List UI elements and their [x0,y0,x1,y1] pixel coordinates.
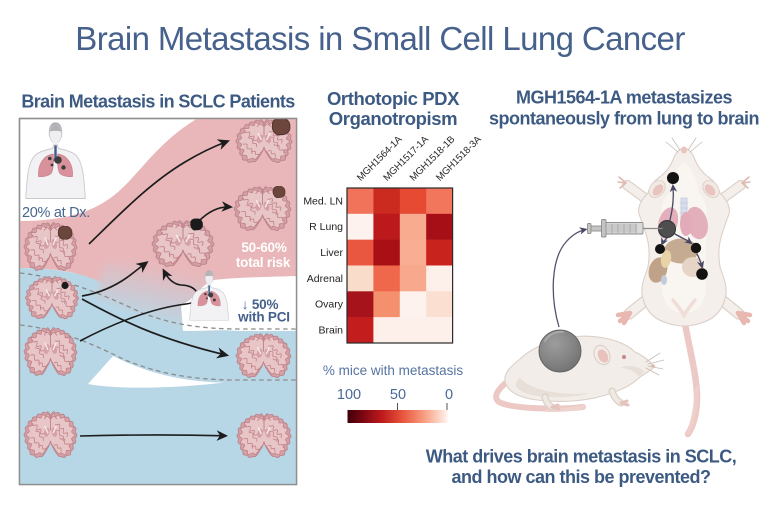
svg-text:Orthotopic PDX: Orthotopic PDX [327,88,460,109]
svg-text:with PCI: with PCI [237,310,290,325]
svg-text:total risk: total risk [236,255,291,270]
svg-text:Organotropism: Organotropism [329,108,457,129]
svg-text:R Lung: R Lung [309,221,343,233]
svg-text:and how can this be prevented?: and how can this be prevented? [451,467,710,487]
svg-text:20% at Dx.: 20% at Dx. [22,205,90,221]
svg-text:↓ 50%: ↓ 50% [242,297,279,312]
svg-text:Med. LN: Med. LN [303,195,343,207]
svg-text:MGH1564-1A metastasizes: MGH1564-1A metastasizes [516,88,732,108]
svg-text:Ovary: Ovary [315,299,344,311]
svg-text:100: 100 [337,387,361,403]
svg-text:spontaneously from lung to bra: spontaneously from lung to brain [489,109,759,129]
svg-text:Brain Metastasis in Small Cell: Brain Metastasis in Small Cell Lung Canc… [75,20,685,57]
svg-text:50-60%: 50-60% [241,240,287,255]
svg-text:0: 0 [445,387,453,403]
svg-text:50: 50 [390,387,406,403]
svg-text:What drives brain metastasis i: What drives brain metastasis in SCLC, [426,447,737,467]
svg-text:Liver: Liver [320,247,343,259]
svg-text:% mice with metastasis: % mice with metastasis [323,363,464,378]
svg-text:Brain Metastasis in SCLC Patie: Brain Metastasis in SCLC Patients [21,92,295,112]
svg-text:Adrenal: Adrenal [307,273,343,285]
svg-text:Brain: Brain [318,325,343,337]
